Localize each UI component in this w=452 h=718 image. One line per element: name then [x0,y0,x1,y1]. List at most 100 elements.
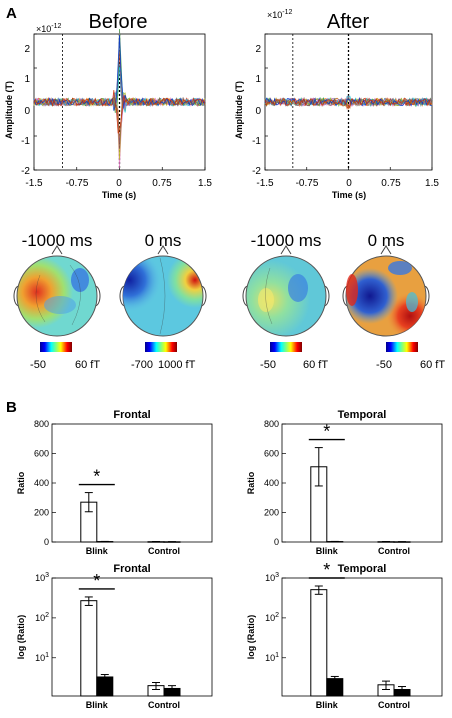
y-axis-label: Ratio [16,471,26,494]
before-timeseries: Before ×10-12 2 1 0 -1 -2 -1.5 -0.75 0 0… [4,11,212,200]
topomap-head [13,245,101,337]
before-ylabel: Amplitude (T) [4,81,14,139]
y-tick-label: 400 [34,478,49,488]
after-title: After [327,11,370,33]
after-xticks: -1.5 -0.75 0 0.75 1.5 [256,178,439,189]
colorbar: -50 60 fT [260,342,328,371]
after-ytick: 0 [255,106,261,117]
colorbar-max: 60 fT [303,359,328,371]
before-plot-area [33,28,206,171]
after-xtick: -1.5 [256,178,274,189]
y-tick-label: 200 [34,508,49,518]
after-ytick: -1 [252,136,261,147]
topomap-time-label: 0 ms [368,231,405,250]
after-xtick: -0.75 [296,178,319,189]
after-ytick: 1 [255,74,261,85]
chart-title: Temporal [338,563,387,575]
before-ytick: 2 [24,44,30,55]
before-ytick: -2 [21,166,30,177]
channel-trace [264,97,433,110]
y-tick-label: 800 [264,419,279,429]
bar [80,600,98,697]
category-label: Control [378,700,410,710]
after-xtick: 0.75 [381,178,401,189]
category-label: Blink [316,700,339,710]
topomap-head [242,245,330,337]
before-exponent: ×10-12 [36,23,62,34]
bar-chart: Frontal log (Ratio) 103 102 101 Blink Control * [16,563,213,710]
chart-title: Frontal [113,563,150,575]
y-tick-label: 600 [34,449,49,459]
topomap-time-label: -1000 ms [251,231,322,250]
significance-star: * [93,571,100,591]
y-tick-label: 103 [265,572,279,583]
category-label: Control [378,546,410,556]
chart-title: Frontal [113,409,150,421]
y-tick-label: 0 [44,537,49,547]
before-xtick: -0.75 [66,178,89,189]
chart-title: Temporal [338,409,387,421]
bar-chart: Temporal log (Ratio) 103 102 101 Blink Control… [246,560,443,710]
category-label: Blink [316,546,339,556]
y-tick-label: 200 [264,508,279,518]
before-ytick: 1 [24,74,30,85]
after-xtick: 0 [346,178,352,189]
before-ytick: 0 [24,106,30,117]
after-ytick: -2 [252,166,261,177]
colorbar-max: 60 fT [75,359,100,371]
topomaps: -1000 ms 0 ms -1000 ms 0 ms [13,231,445,371]
before-yticks: 2 1 0 -1 -2 [21,44,30,177]
after-timeseries: After ×10-12 2 1 0 -1 -2 -1.5 -0.75 0 0.… [234,9,439,200]
after-ylabel: Amplitude (T) [234,81,244,139]
panel-label-a: A [6,5,17,22]
before-ytick: -1 [21,136,30,147]
bar-chart: Frontal Ratio 800 600 400 200 0 Blink Control * [16,409,213,556]
colorbar: -50 60 fT [30,342,100,371]
after-yticks: 2 1 0 -1 -2 [252,44,261,177]
before-xtick: 1.5 [198,178,212,189]
plot-frame [281,577,443,697]
category-label: Control [148,546,180,556]
y-tick-label: 800 [34,419,49,429]
channel-trace [33,89,206,134]
colorbar-max: 60 fT [420,359,445,371]
topomap-time-label: 0 ms [145,231,182,250]
category-label: Control [148,700,180,710]
before-xlabel: Time (s) [102,190,136,200]
before-xtick: 0.75 [152,178,172,189]
colorbar-min: -700 [131,359,153,371]
y-axis-label: log (Ratio) [16,615,26,660]
after-xlabel: Time (s) [332,190,366,200]
after-plot-area [264,33,433,171]
after-exponent: ×10-12 [267,9,293,20]
panel-label-b: B [6,399,17,416]
y-tick-label: 101 [265,652,279,663]
bar [310,589,328,697]
significance-star: * [93,467,100,487]
topomap-head [342,245,430,337]
plot-frame [281,423,443,543]
significance-star: * [323,560,330,580]
colorbar: -50 60 fT [376,342,445,371]
panel-b-bar-charts: Frontal Ratio 800 600 400 200 0 Blink Control * Te… [16,409,443,710]
plot-frame [51,423,213,543]
channel-trace [33,96,206,150]
colorbar-min: -50 [30,359,46,371]
before-xtick: 0 [116,178,122,189]
topomap-time-label: -1000 ms [22,231,93,250]
y-tick-label: 0 [274,537,279,547]
colorbar: -700 1000 fT [131,342,196,371]
after-ytick: 2 [255,44,261,55]
before-title: Before [89,11,148,33]
colorbar-max: 1000 fT [158,359,196,371]
significance-star: * [323,422,330,442]
y-tick-label: 400 [264,478,279,488]
channel-trace [33,35,206,111]
topomap-head [119,245,207,337]
y-tick-label: 103 [35,572,49,583]
channel-trace [264,96,433,107]
y-tick-label: 101 [35,652,49,663]
y-tick-label: 102 [35,612,49,623]
colorbar-min: -50 [260,359,276,371]
